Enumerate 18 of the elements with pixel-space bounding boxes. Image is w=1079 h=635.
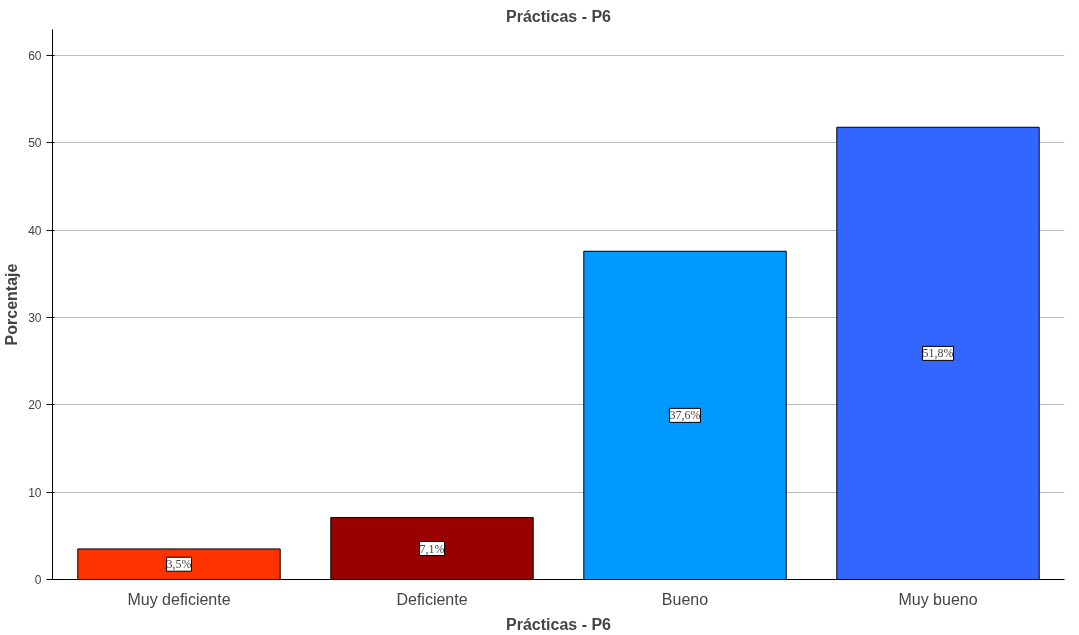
data-label: 3,5% bbox=[166, 557, 192, 572]
x-axis-title: Prácticas - P6 bbox=[506, 615, 612, 633]
chart-title: Prácticas - P6 bbox=[506, 7, 612, 25]
data-label: 7,1% bbox=[419, 541, 445, 556]
x-tick-label: Muy deficiente bbox=[127, 590, 231, 608]
x-tick-label: Bueno bbox=[661, 590, 709, 608]
y-tick-label: 50 bbox=[28, 136, 42, 151]
y-tick-label: 0 bbox=[34, 573, 42, 587]
y-tick-label: 30 bbox=[28, 311, 42, 326]
x-tick-label: Deficiente bbox=[396, 590, 468, 608]
y-tick-label: 60 bbox=[28, 49, 42, 64]
data-label: 51,8% bbox=[922, 346, 954, 361]
y-tick-label: 10 bbox=[28, 485, 42, 500]
data-label: 37,6% bbox=[669, 408, 701, 423]
y-tick-label: 20 bbox=[28, 398, 42, 413]
y-tick-label: 40 bbox=[28, 223, 42, 238]
x-tick-label: Muy bueno bbox=[898, 590, 978, 608]
y-axis-title: Porcentaje bbox=[3, 263, 21, 346]
